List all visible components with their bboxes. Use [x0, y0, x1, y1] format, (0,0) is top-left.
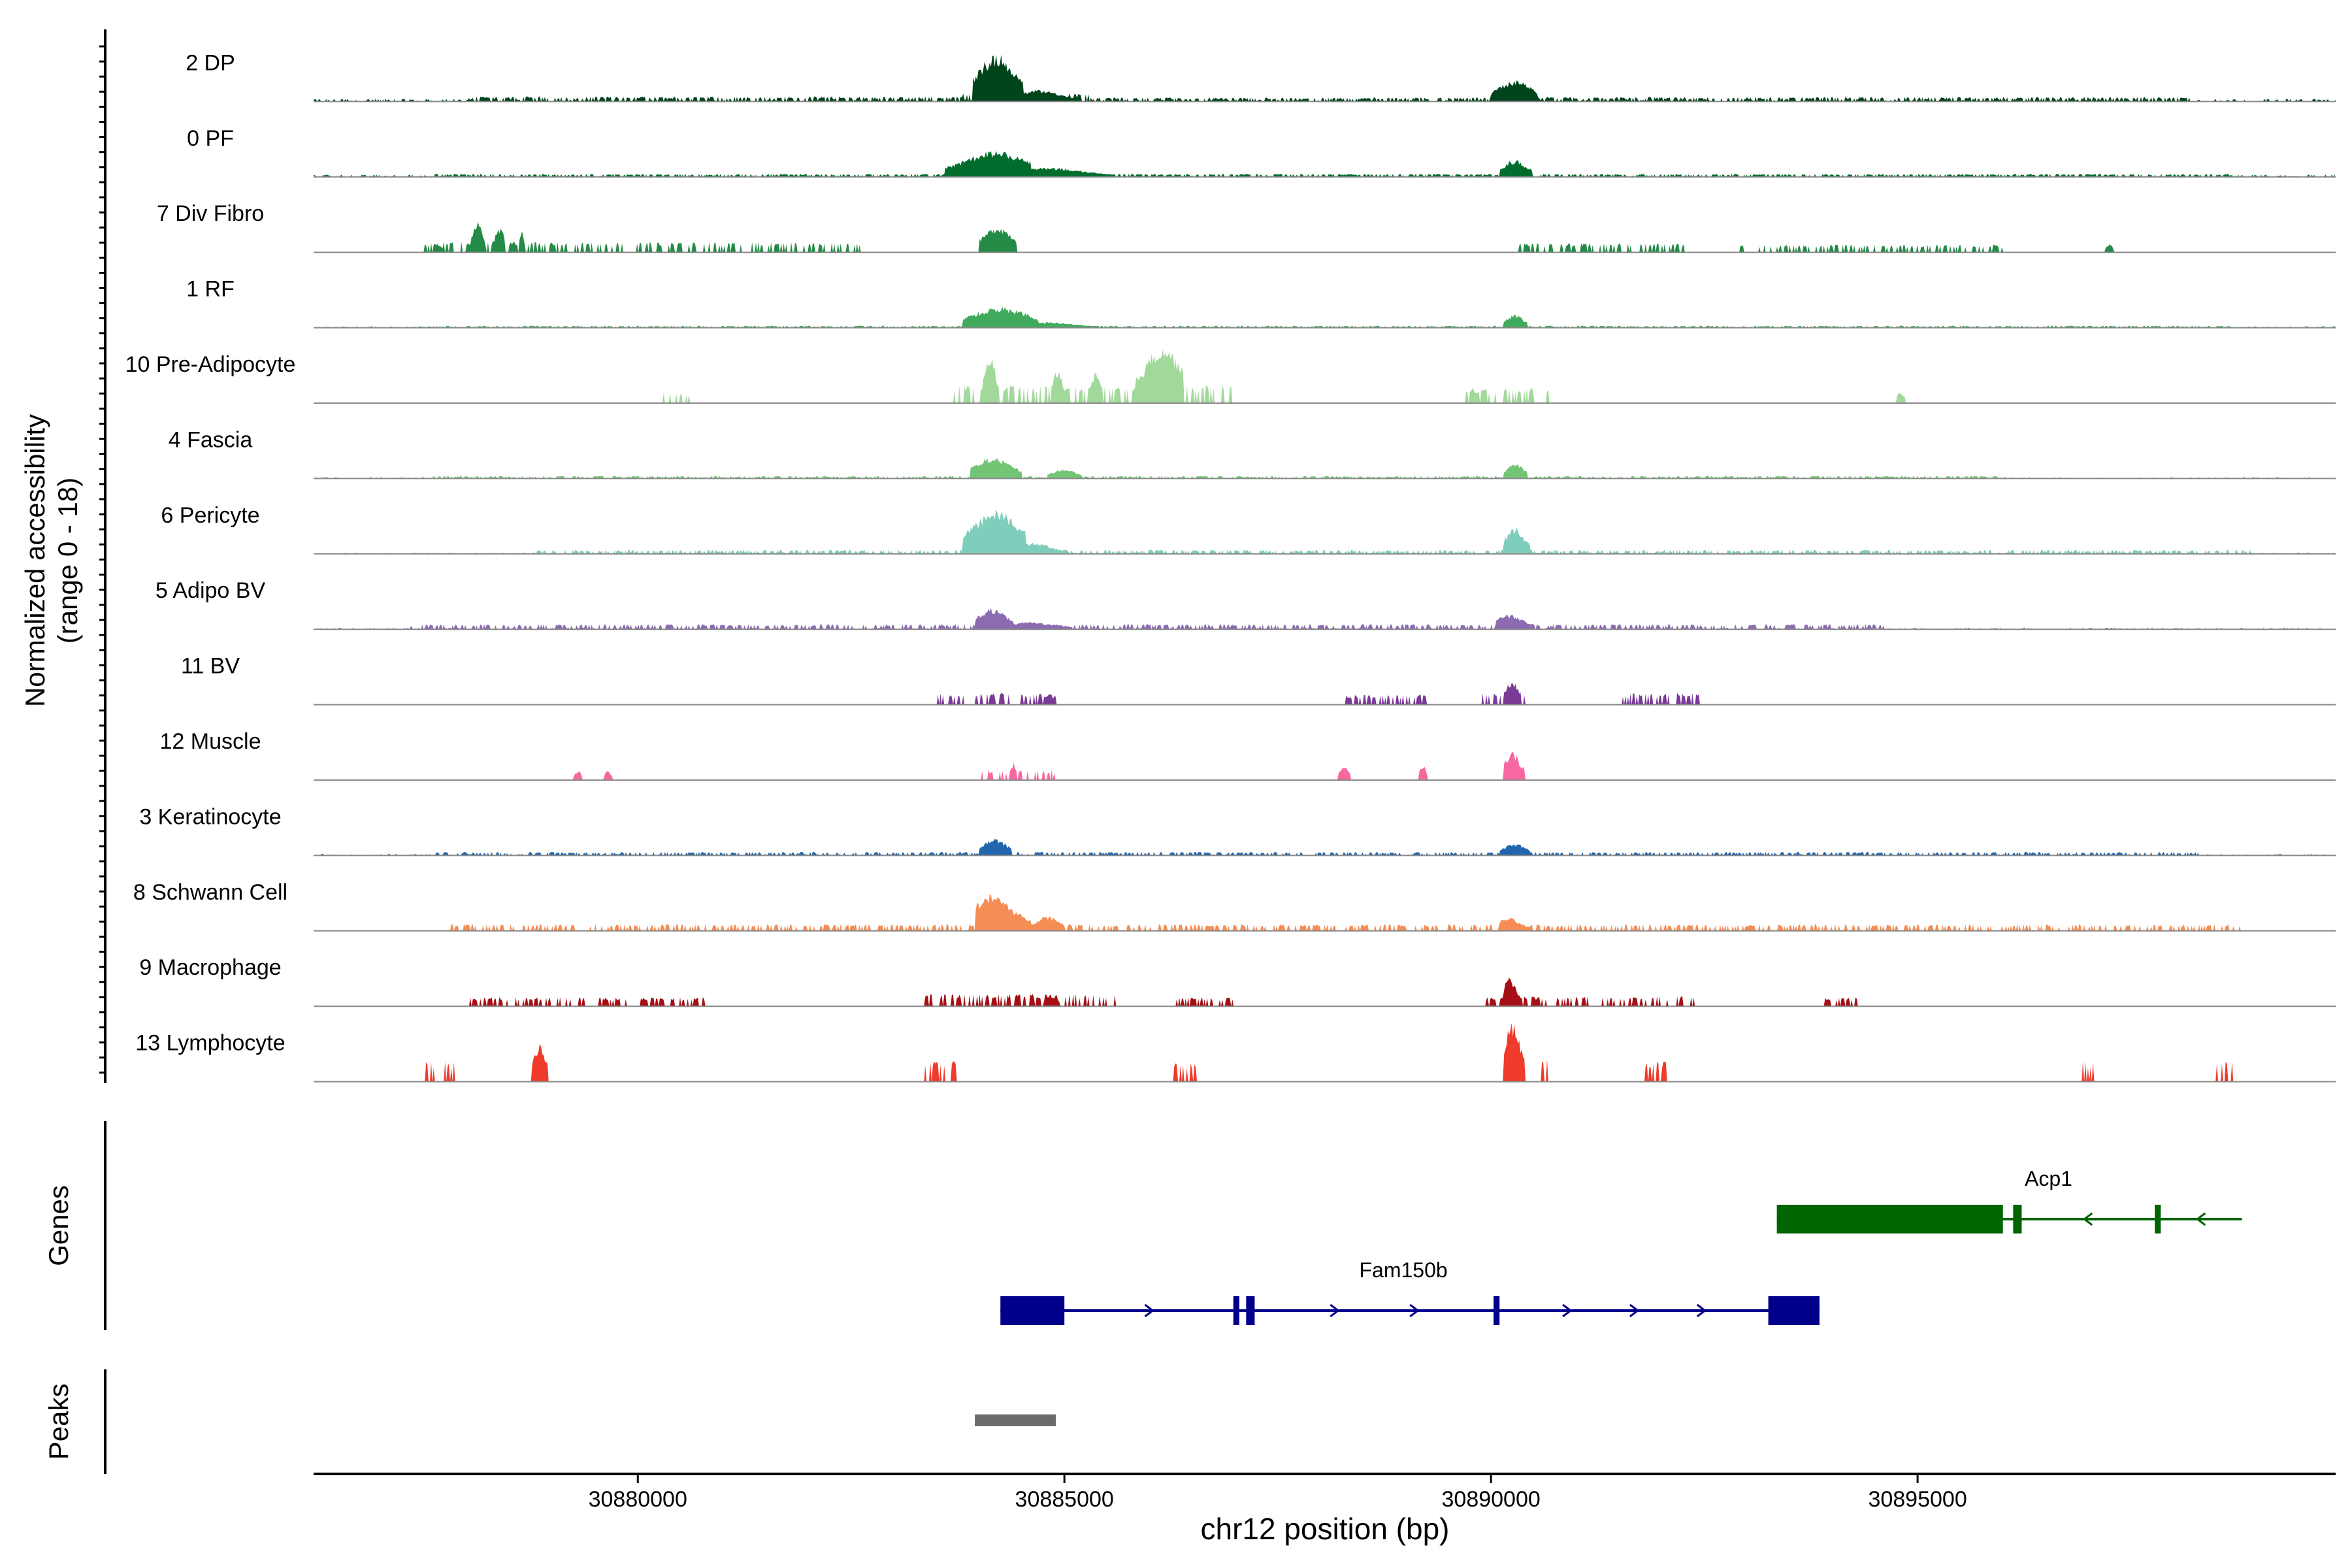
- track-label: 13 Lymphocyte: [135, 1031, 285, 1056]
- track-2-dp: 2 DP: [186, 50, 2336, 103]
- gene-exon: [1000, 1296, 1065, 1325]
- track-label: 2 DP: [186, 50, 235, 75]
- track-label: 1 RF: [186, 277, 235, 302]
- track-label: 0 PF: [187, 126, 234, 151]
- track-1-rf: 1 RF: [186, 277, 2336, 329]
- gene-strand-arrow: [1696, 1303, 1707, 1318]
- track-11-bv: 11 BV: [181, 654, 2336, 706]
- track-13-lymphocyte: 13 Lymphocyte: [135, 1023, 2336, 1083]
- gene-acp1: Acp1: [1776, 1167, 2242, 1233]
- track-12-muscle: 12 Muscle: [160, 729, 2336, 781]
- gene-strand-arrow: [1330, 1303, 1340, 1318]
- track-9-macrophage: 9 Macrophage: [139, 955, 2336, 1007]
- track-5-adipo-bv: 5 Adipo BV: [155, 578, 2336, 630]
- track-label: 11 BV: [181, 654, 240, 679]
- coverage-tracks: 2 DP 0 PF 7 Div Fibro 1 RF 10 Pre-Adipocyte 4…: [125, 50, 2336, 1083]
- gene-exon: [2155, 1205, 2161, 1233]
- track-signal: [314, 978, 2336, 1007]
- track-4-fascia: 4 Fascia: [169, 427, 2336, 480]
- track-signal: [314, 509, 2336, 554]
- track-label: 7 Div Fibro: [157, 201, 264, 226]
- x-axis-tick-label: 30890000: [1442, 1487, 1541, 1512]
- gene-strand-arrow: [1629, 1303, 1640, 1318]
- track-signal: [314, 683, 2336, 705]
- gene-strand-arrow: [1409, 1303, 1420, 1318]
- coverage-y-axis-label: Normalized accessibility: [20, 414, 50, 707]
- track-0-pf: 0 PF: [187, 126, 2336, 178]
- gene-strand-arrow: [1144, 1303, 1154, 1318]
- track-7-div-fibro: 7 Div Fibro: [157, 201, 2336, 253]
- x-axis-tick-label: 30880000: [589, 1487, 687, 1512]
- track-8-schwann-cell: 8 Schwann Cell: [133, 880, 2336, 932]
- gene-fam150b: Fam150b: [1000, 1258, 1820, 1325]
- peaks-track: [975, 1414, 1056, 1426]
- gene-exon: [1233, 1296, 1239, 1325]
- gene-exon: [1494, 1296, 1500, 1325]
- gene-exon: [2013, 1205, 2022, 1233]
- track-10-pre-adipocyte: 10 Pre-Adipocyte: [125, 350, 2336, 404]
- gene-strand-arrow: [1562, 1303, 1573, 1318]
- peaks-axis-label: Peaks: [43, 1384, 74, 1460]
- coverage-y-axis-range-label: (range 0 - 18): [52, 478, 83, 644]
- track-label: 4 Fascia: [169, 427, 253, 452]
- coverage-y-axis: [99, 29, 106, 1083]
- track-signal: [314, 221, 2336, 253]
- track-signal: [314, 1023, 2336, 1082]
- track-signal: [314, 894, 2336, 931]
- gene-exon: [1776, 1205, 2003, 1233]
- gene-strand-arrow: [2195, 1212, 2206, 1226]
- track-signal: [314, 54, 2336, 102]
- peak-region: [975, 1414, 1056, 1426]
- gene-strand-arrow: [2082, 1212, 2093, 1226]
- track-label: 3 Keratinocyte: [139, 804, 281, 829]
- gene-label: Fam150b: [1359, 1258, 1447, 1282]
- track-6-pericyte: 6 Pericyte: [161, 503, 2336, 555]
- track-label: 10 Pre-Adipocyte: [125, 352, 296, 377]
- track-signal: [314, 608, 2336, 630]
- x-axis-label: chr12 position (bp): [1201, 1512, 1450, 1546]
- gene-annotation-track: Acp1 Fam150b: [1000, 1167, 2242, 1325]
- track-label: 6 Pericyte: [161, 503, 259, 528]
- track-signal: [314, 751, 2336, 780]
- gene-label: Acp1: [2025, 1167, 2072, 1190]
- x-axis-tick-label: 30895000: [1868, 1487, 1967, 1512]
- track-3-keratinocyte: 3 Keratinocyte: [139, 804, 2336, 857]
- track-signal: [314, 350, 2336, 403]
- track-label: 12 Muscle: [160, 729, 261, 754]
- track-signal: [314, 839, 2336, 856]
- track-label: 8 Schwann Cell: [133, 880, 287, 905]
- track-signal: [314, 150, 2336, 177]
- track-label: 9 Macrophage: [139, 955, 281, 980]
- track-label: 5 Adipo BV: [155, 578, 266, 603]
- x-axis-tick-label: 30885000: [1015, 1487, 1114, 1512]
- gene-exon: [1768, 1296, 1820, 1325]
- x-axis: 30880000 30885000 30890000 30895000: [589, 1474, 1967, 1512]
- gene-exon: [1246, 1296, 1255, 1325]
- track-signal: [314, 306, 2336, 328]
- track-signal: [314, 458, 2336, 479]
- genes-axis-label: Genes: [43, 1185, 74, 1266]
